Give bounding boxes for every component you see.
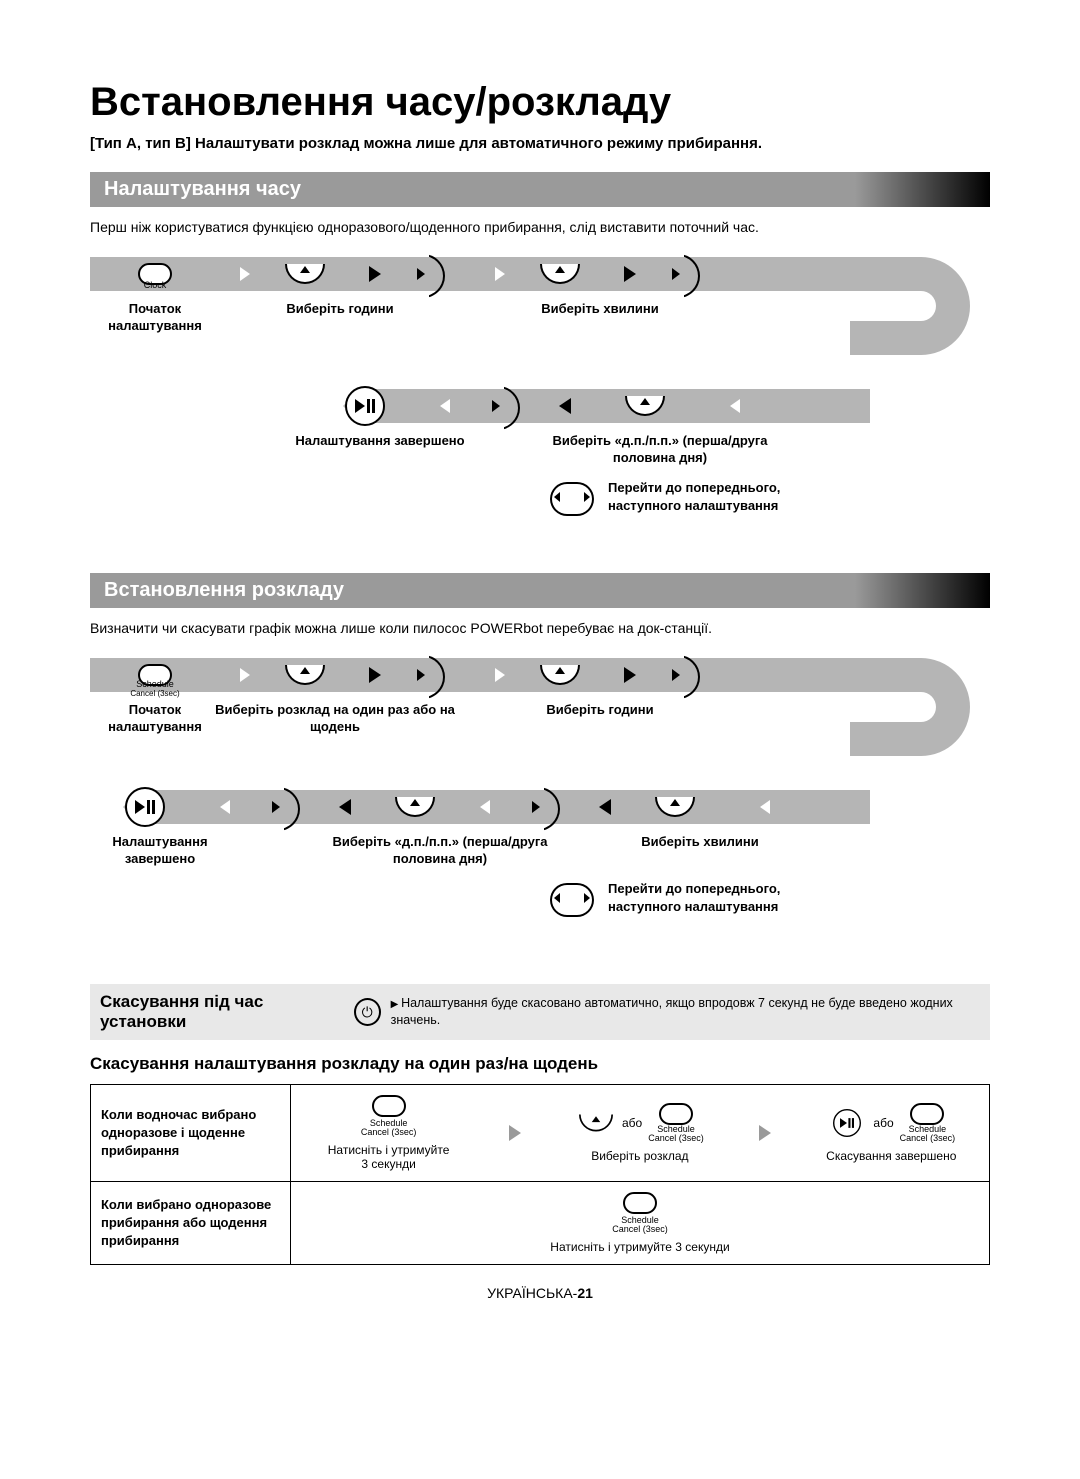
play-right-icon (624, 266, 636, 282)
arrow-right-icon (240, 267, 250, 281)
table-row: Коли водночас вибрано одноразове і щоден… (91, 1085, 990, 1182)
schedule-button-icon (623, 1192, 657, 1214)
step-minutes-label: Виберіть хвилини (610, 834, 790, 851)
schedule-flow: Schedule Cancel (3sec) Початок налаштува… (90, 650, 990, 960)
play-right-icon (369, 667, 381, 683)
arrow-right-icon (495, 267, 505, 281)
or-label: або (622, 1116, 642, 1130)
section2-header: Встановлення розкладу (90, 573, 990, 608)
page-footer: УКРАЇНСЬКА-21 (90, 1285, 990, 1301)
step-minutes-label: Виберіть хвилини (490, 301, 710, 318)
confirm-arc-icon (670, 655, 700, 695)
nav-hint: Перейти до попереднього, наступного нала… (608, 880, 848, 916)
cancel-table: Коли водночас вибрано одноразове і щоден… (90, 1084, 990, 1265)
section1-header: Налаштування часу (90, 172, 990, 207)
play-right-icon (369, 266, 381, 282)
step-hours-label: Виберіть години (240, 301, 440, 318)
play-left-icon (339, 799, 351, 815)
up-button-icon (540, 264, 580, 284)
step-start-label: Початок налаштування (90, 702, 220, 736)
cancel-during-title: Скасування під час установки (100, 992, 344, 1032)
up-button-icon (285, 665, 325, 685)
step-ampm-label: Виберіть «д.п./п.п.» (перша/друга полови… (520, 433, 800, 467)
cancel-during-row: Скасування під час установки ⏻ Налаштува… (90, 984, 990, 1040)
step-ampm-label: Виберіть «д.п./п.п.» (перша/друга полови… (310, 834, 570, 868)
confirm-arc-icon (415, 254, 445, 294)
arrow-left-icon (220, 800, 230, 814)
confirm-arc-icon (670, 254, 700, 294)
left-right-arc-icon (550, 883, 594, 913)
schedule-button-icon (659, 1103, 693, 1125)
arrow-left-icon (730, 399, 740, 413)
play-pause-icon (833, 1109, 861, 1137)
play-right-icon (624, 667, 636, 683)
page-title: Встановлення часу/розкладу (90, 80, 990, 125)
schedule-button-icon (910, 1103, 944, 1125)
play-left-icon (559, 398, 571, 414)
step-once-daily-label: Виберіть розклад на один раз або на щоде… (210, 702, 460, 736)
play-pause-icon (345, 386, 385, 426)
arrow-left-icon (760, 800, 770, 814)
up-button-icon (540, 665, 580, 685)
row1-content: ScheduleCancel (3sec) Натисніть і утриму… (291, 1085, 990, 1182)
confirm-arc-icon (415, 655, 445, 695)
cancel-during-note: Налаштування буде скасовано автоматично,… (391, 995, 980, 1030)
arrow-right-icon (759, 1125, 771, 1141)
arrow-right-icon (495, 668, 505, 682)
up-button-icon (625, 396, 665, 416)
or-label: або (873, 1116, 893, 1130)
section1-desc: Перш ніж користуватися функцією одноразо… (90, 219, 990, 235)
schedule-button-icon (372, 1095, 406, 1117)
play-left-icon (599, 799, 611, 815)
arrow-left-icon (480, 800, 490, 814)
step-start-label: Початок налаштування (90, 301, 220, 335)
nav-hint: Перейти до попереднього, наступного нала… (608, 479, 848, 515)
cancel-done-label: Скасування завершено (826, 1149, 956, 1163)
clock-label: Clock (120, 281, 190, 290)
section2-desc: Визначити чи скасувати графік можна лише… (90, 620, 990, 636)
power-icon: ⏻ (354, 998, 381, 1026)
arrow-right-icon (240, 668, 250, 682)
up-button-icon (395, 797, 435, 817)
step-hours-label: Виберіть години (490, 702, 710, 719)
arrow-right-icon (509, 1125, 521, 1141)
confirm-arc-icon (270, 787, 300, 827)
up-button-icon (579, 1115, 613, 1132)
arrow-left-icon (440, 399, 450, 413)
row2-label: Коли вибрано одноразове прибирання або щ… (91, 1182, 291, 1265)
confirm-arc-icon (490, 386, 520, 426)
select-sched-label: Виберіть розклад (591, 1149, 688, 1163)
row2-content: ScheduleCancel (3sec) Натисніть і утриму… (291, 1182, 990, 1265)
table-row: Коли вибрано одноразове прибирання або щ… (91, 1182, 990, 1265)
left-right-arc-icon (550, 482, 594, 512)
page-subtitle: [Тип A, тип B] Налаштувати розклад можна… (90, 135, 990, 152)
time-flow: Clock Початок налаштування Виберіть годи… (90, 249, 990, 549)
cancel-sched-title: Скасування налаштування розкладу на один… (90, 1054, 990, 1074)
sched-sub: Cancel (3sec) (130, 689, 179, 698)
play-pause-icon (125, 787, 165, 827)
up-button-icon (285, 264, 325, 284)
up-button-icon (655, 797, 695, 817)
row1-label: Коли водночас вибрано одноразове і щоден… (91, 1085, 291, 1182)
press3-label: Натисніть і утримуйте 3 секунди (324, 1143, 454, 1171)
confirm-arc-icon (530, 787, 560, 827)
step-done-label: Налаштування завершено (270, 433, 490, 450)
press3-label: Натисніть і утримуйте 3 секунди (550, 1240, 729, 1254)
step-done-label: Налаштування завершено (90, 834, 230, 868)
sched-label: Schedule (136, 679, 174, 689)
